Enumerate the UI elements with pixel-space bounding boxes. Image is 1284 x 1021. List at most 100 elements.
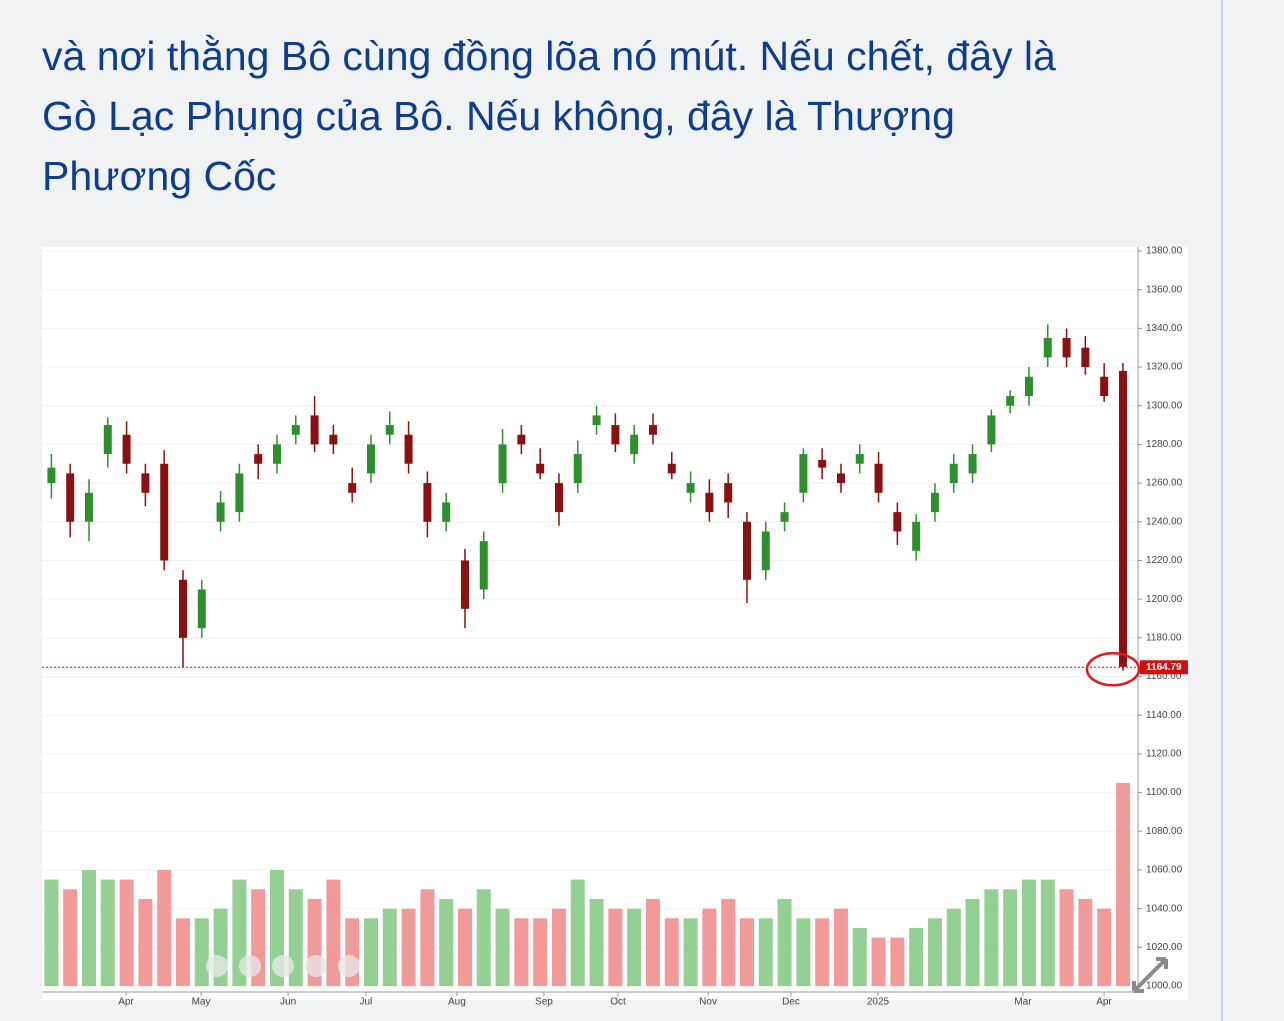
text-line: và nơi thằng Bô cùng đồng lõa nó mút. Nế… (42, 33, 1056, 79)
volume-bar (1059, 889, 1074, 986)
y-tick-label: 1260.00 (1146, 478, 1183, 489)
y-tick-label: 1060.00 (1146, 865, 1183, 876)
volume-bar (739, 918, 754, 986)
candle-body (122, 434, 131, 464)
volume-bar (946, 908, 961, 986)
divider (1221, 0, 1223, 1021)
candle-body (836, 473, 845, 484)
volume-bar (81, 869, 96, 986)
candle-body (1006, 396, 1015, 406)
zoom-button[interactable] (305, 955, 327, 977)
candle-body (968, 454, 977, 474)
volume-bar (645, 898, 660, 986)
candle-body (874, 463, 883, 493)
volume-bar (627, 908, 642, 986)
candle-body (385, 425, 394, 435)
expand-icon[interactable] (1132, 957, 1168, 993)
x-tick-label: May (192, 997, 211, 1008)
text-line: Phương Cốc (42, 153, 277, 199)
volume-bar (909, 927, 924, 986)
x-tick-label: Jun (280, 997, 296, 1008)
candle-body (573, 454, 582, 484)
zoom-button[interactable] (206, 955, 228, 977)
volume-bar (157, 869, 172, 986)
x-tick-label: Apr (118, 997, 134, 1008)
volume-bar (326, 879, 341, 986)
candle-body (855, 454, 864, 464)
candle-body (498, 444, 507, 484)
zoom-button[interactable] (338, 955, 360, 977)
x-tick-label: Oct (610, 997, 626, 1008)
candle-body (930, 492, 939, 513)
volume-bar (852, 927, 867, 986)
candle-body (272, 444, 281, 464)
y-tick-label: 1160.00 (1146, 671, 1182, 682)
candle-body (1081, 347, 1090, 368)
candle-body (66, 473, 75, 522)
volume-bar (965, 898, 980, 986)
candle-body (724, 483, 733, 503)
annotation-circle (1085, 652, 1141, 687)
candle-body (178, 579, 187, 638)
x-tick-label: 2025 (867, 997, 890, 1008)
zoom-button[interactable] (239, 955, 261, 977)
volume-bar (119, 879, 134, 986)
candle-body (536, 463, 545, 474)
candle-body (348, 483, 357, 493)
volume-bar (533, 918, 548, 986)
zoom-button[interactable] (272, 955, 294, 977)
volume-bar (1040, 879, 1055, 986)
y-tick-label: 1000.00 (1146, 981, 1183, 992)
candle-body (611, 425, 620, 445)
y-tick-label: 1020.00 (1146, 942, 1183, 953)
volume-bar (721, 898, 736, 986)
y-tick-label: 1140.00 (1146, 710, 1182, 721)
y-tick-label: 1280.00 (1146, 439, 1183, 450)
candle-body (197, 589, 206, 629)
volume-bar (1078, 898, 1093, 986)
candle-body (423, 483, 432, 522)
volume-bar (589, 898, 604, 986)
volume-bar (815, 918, 830, 986)
y-tick-label: 1180.00 (1146, 632, 1182, 643)
candle-body (949, 463, 958, 484)
candle-body (1118, 370, 1127, 667)
y-tick-label: 1320.00 (1146, 362, 1183, 373)
candle-body (329, 434, 338, 445)
candle-body (254, 454, 263, 464)
y-tick-label: 1200.00 (1146, 594, 1183, 605)
volume-bar (777, 898, 792, 986)
x-tick-label: Nov (699, 997, 717, 1008)
candle-body (479, 541, 488, 590)
volume-bar (833, 908, 848, 986)
candle-body (460, 560, 469, 609)
x-tick-label: Aug (448, 997, 466, 1008)
zoom-controls[interactable] (206, 955, 360, 977)
volume-bar (683, 918, 698, 986)
x-tick-label: Jul (360, 997, 373, 1008)
candle-body (1062, 338, 1071, 358)
candle-body (648, 425, 657, 435)
last-price-box (1140, 660, 1188, 675)
volume-bar (63, 889, 78, 986)
candle-body (517, 434, 526, 445)
candle-body (1100, 376, 1109, 397)
volume-bar (495, 908, 510, 986)
volume-bar (439, 898, 454, 986)
volume-bar (984, 889, 999, 986)
y-tick-label: 1120.00 (1146, 749, 1182, 760)
y-tick-label: 1040.00 (1146, 903, 1183, 914)
candle-body (442, 502, 451, 522)
candle-body (630, 434, 639, 455)
volume-bar (194, 918, 209, 986)
candle-body (742, 521, 751, 580)
candle-body (366, 444, 375, 474)
volume-bar (1115, 782, 1130, 986)
candle-body (141, 473, 150, 493)
x-tick-label: Mar (1014, 997, 1032, 1008)
y-tick-label: 1360.00 (1146, 284, 1183, 295)
plot: 1000.00 1020.00 1040.00 1060.00 1080.00 1100.… (42, 246, 1188, 1008)
volume-bar (551, 908, 566, 986)
